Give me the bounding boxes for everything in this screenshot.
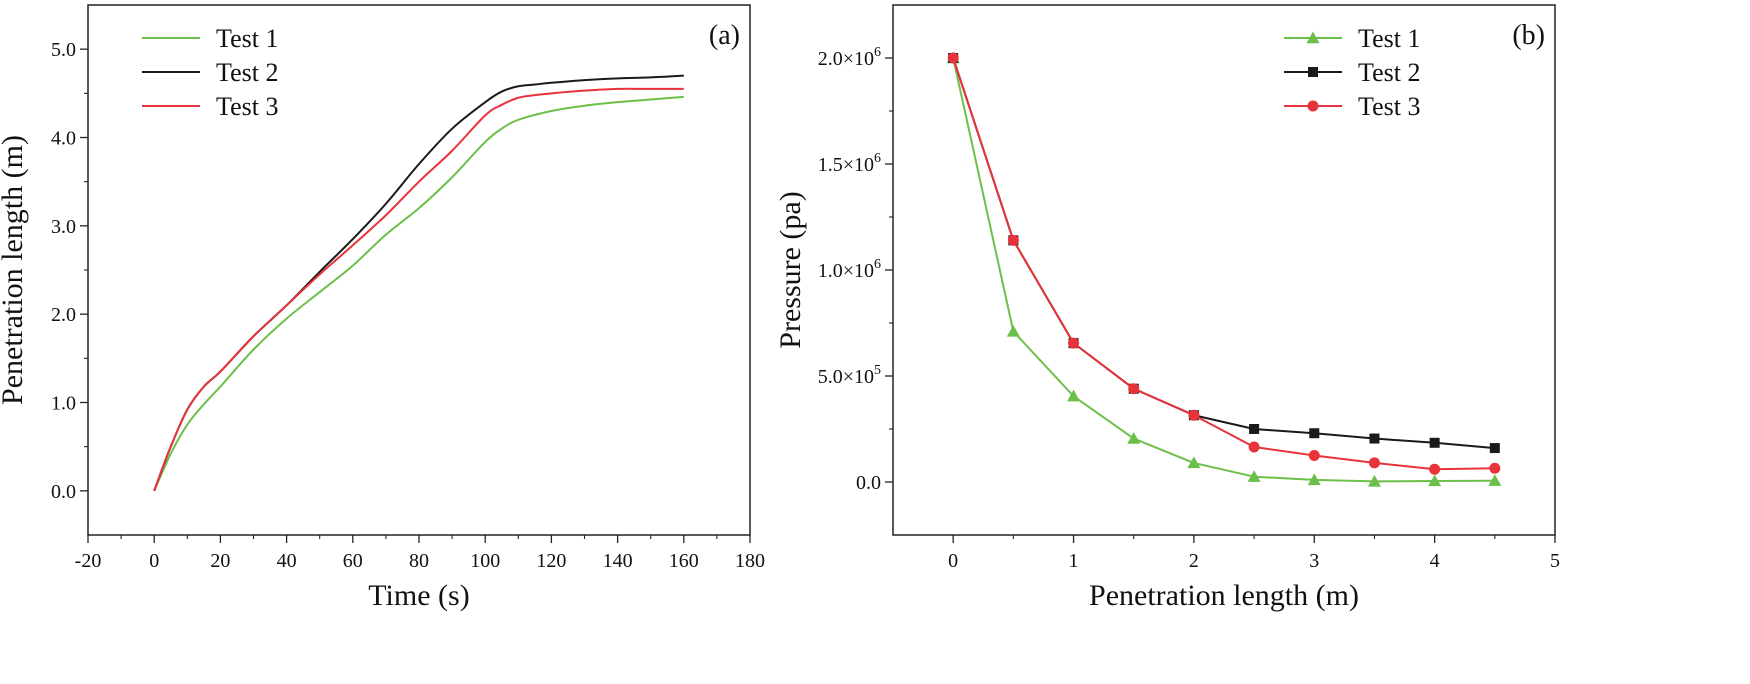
legend-label: Test 3 — [216, 92, 278, 121]
data-point — [1068, 337, 1080, 349]
x-tick-label: 4 — [1430, 550, 1440, 572]
x-axis-title-a: Time (s) — [368, 579, 469, 612]
legend-label: Test 1 — [216, 24, 278, 53]
data-point — [1429, 437, 1440, 448]
data-point — [1187, 456, 1201, 469]
series-line-test-3 — [952, 57, 1495, 471]
series-line-test-2 — [153, 74, 684, 492]
x-tick-label: 0 — [149, 550, 159, 572]
legend-b: Test 1 Test 2 Test 3 — [1284, 24, 1420, 121]
y-tick-label: 1.0 — [51, 393, 76, 415]
y-axis-title-a: Penetration length (m) — [0, 135, 29, 405]
x-tick-label: 1 — [1069, 550, 1079, 572]
data-point — [1248, 441, 1260, 453]
data-point — [1428, 474, 1442, 487]
data-point — [1368, 457, 1380, 469]
data-point — [1127, 432, 1141, 444]
x-axis-title-b: Penetration length (m) — [1089, 579, 1359, 612]
plot-frame-a — [87, 4, 751, 536]
data-point — [1489, 443, 1500, 454]
data-point — [947, 52, 959, 64]
data-point — [1188, 409, 1200, 421]
y-tick-label: 5.0×105 — [818, 363, 881, 388]
x-axis-b: 0 1 2 3 4 5 — [948, 535, 1560, 572]
legend-label: Test 2 — [1358, 58, 1420, 87]
x-tick-label: 120 — [536, 550, 566, 572]
data-point — [1007, 234, 1019, 246]
data-point — [1308, 67, 1318, 77]
legend-label: Test 3 — [1358, 92, 1420, 121]
data-point — [1307, 473, 1321, 486]
panel-label-b: (b) — [1512, 20, 1545, 51]
y-tick-label: 1.5×106 — [818, 151, 881, 176]
legend-a: Test 1 Test 2 Test 3 — [142, 24, 278, 121]
x-tick-label: 140 — [603, 550, 633, 572]
y-tick-label: 2.0 — [51, 304, 76, 326]
y-axis-b: 0.0 5.0×105 1.0×106 1.5×106 2.0×106 — [818, 45, 893, 494]
data-point — [1306, 31, 1320, 44]
x-tick-label: 3 — [1309, 550, 1319, 572]
legend-label: Test 1 — [1358, 24, 1420, 53]
x-tick-label: -20 — [75, 550, 102, 572]
panel-label-a: (a) — [709, 20, 740, 51]
series-line-test-1 — [952, 57, 1495, 483]
y-tick-label: 5.0 — [51, 39, 76, 61]
data-point — [1249, 424, 1260, 434]
data-point — [1128, 383, 1140, 395]
y-axis-title-b: Pressure (pa) — [774, 191, 807, 348]
series-group-a — [153, 74, 684, 492]
series-group-b — [946, 51, 1502, 487]
data-point — [1429, 463, 1441, 475]
data-point — [1367, 474, 1381, 487]
chart-panel-a: -20 0 20 40 60 80 100 120 140 160 180 0.0 1.0 2.0 3.0… — [0, 4, 765, 612]
x-tick-label: 100 — [470, 550, 500, 572]
x-tick-label: 60 — [343, 550, 363, 572]
x-axis-a: -20 0 20 40 60 80 100 120 140 160 180 — [75, 535, 765, 572]
legend-label: Test 2 — [216, 58, 278, 87]
x-tick-label: 180 — [735, 550, 765, 572]
data-point — [1006, 324, 1020, 337]
x-tick-label: 40 — [277, 550, 297, 572]
series-line-test-1 — [153, 95, 684, 492]
series-line-test-3 — [153, 87, 684, 492]
y-tick-label: 0.0 — [856, 472, 881, 494]
data-point — [1307, 100, 1319, 112]
y-tick-label: 1.0×106 — [818, 257, 881, 282]
x-tick-label: 0 — [948, 550, 958, 572]
x-tick-label: 2 — [1189, 550, 1199, 572]
x-tick-label: 5 — [1550, 550, 1560, 572]
y-tick-label: 0.0 — [51, 481, 76, 503]
y-tick-label: 4.0 — [51, 128, 76, 150]
y-tick-label: 2.0×106 — [818, 45, 881, 70]
y-tick-label: 3.0 — [51, 216, 76, 238]
data-point — [1488, 474, 1502, 486]
x-tick-label: 160 — [669, 550, 699, 572]
data-point — [1369, 433, 1380, 444]
plot-frame-b — [892, 4, 1556, 536]
chart-panel-b: 0 1 2 3 4 5 0.0 5.0×105 1.0×106 1.5×106 2.0×106 T… — [774, 4, 1560, 612]
y-axis-a: 0.0 1.0 2.0 3.0 4.0 5.0 — [51, 39, 88, 503]
data-point — [1489, 462, 1501, 474]
x-tick-label: 80 — [409, 550, 429, 572]
data-point — [1247, 470, 1261, 482]
data-point — [1308, 450, 1320, 461]
data-point — [1309, 428, 1320, 439]
x-tick-label: 20 — [210, 550, 230, 572]
data-point — [1067, 389, 1081, 402]
